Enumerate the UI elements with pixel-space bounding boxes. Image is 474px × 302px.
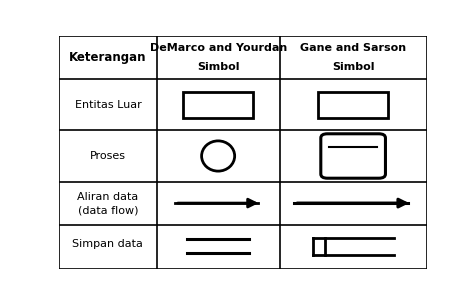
Text: (data flow): (data flow) xyxy=(78,205,138,215)
Text: Simpan data: Simpan data xyxy=(73,239,143,249)
Text: Keterangan: Keterangan xyxy=(69,51,146,64)
Text: Proses: Proses xyxy=(90,151,126,161)
Bar xyxy=(318,92,388,118)
Text: Gane and Sarson: Gane and Sarson xyxy=(300,43,406,53)
Text: Aliran data: Aliran data xyxy=(77,192,138,202)
Text: Entitas Luar: Entitas Luar xyxy=(74,100,141,110)
Text: DeMarco and Yourdan: DeMarco and Yourdan xyxy=(149,43,287,53)
Text: Simbol: Simbol xyxy=(332,62,374,72)
Text: Simbol: Simbol xyxy=(197,62,239,72)
Bar xyxy=(183,92,253,118)
